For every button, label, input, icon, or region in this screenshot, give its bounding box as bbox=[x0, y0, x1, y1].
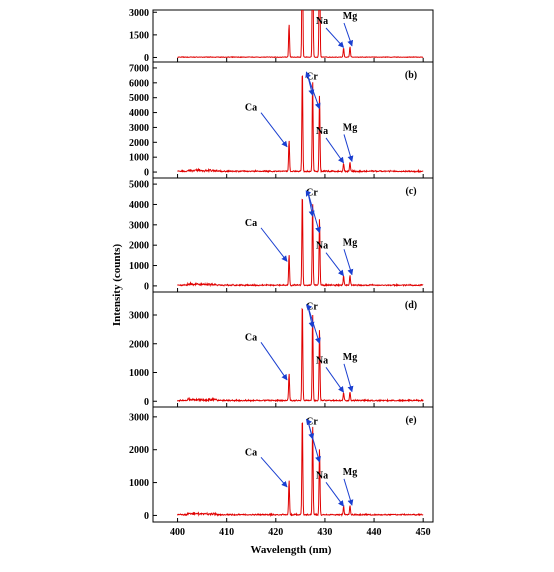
spectrum-line bbox=[177, 307, 424, 403]
y-tick-label: 3000 bbox=[129, 220, 149, 231]
y-tick-label: 0 bbox=[144, 168, 149, 179]
y-tick-label: 0 bbox=[144, 397, 149, 408]
panel-label: (e) bbox=[405, 415, 416, 426]
annotation-arrow bbox=[325, 137, 345, 164]
panel-frame bbox=[152, 291, 434, 408]
y-tick-label: 3000 bbox=[129, 412, 149, 423]
spectrum-line bbox=[177, 75, 424, 174]
annotation-arrow bbox=[307, 192, 321, 234]
y-tick-label: 5000 bbox=[129, 180, 149, 191]
annotation-cr: Cr bbox=[306, 417, 318, 428]
y-tick-label: 4000 bbox=[129, 108, 149, 119]
annotation-arrow bbox=[343, 478, 354, 506]
annotation-arrow bbox=[325, 27, 344, 48]
annotation-na: Na bbox=[316, 470, 328, 481]
annotation-cr: Cr bbox=[306, 187, 318, 198]
annotation-arrow bbox=[260, 227, 288, 262]
y-tick-label: 0 bbox=[144, 511, 149, 522]
y-tick-label: 1500 bbox=[129, 30, 149, 41]
panel-label: (c) bbox=[405, 186, 416, 197]
annotation-arrow bbox=[260, 456, 288, 488]
spectrum-panel-5: 0 1000 2000 3000 (e) Ca Cr Na Mg 400 410 420 430 440 4… bbox=[129, 406, 434, 538]
annotation-arrow bbox=[307, 421, 321, 463]
y-tick-label: 3000 bbox=[129, 8, 149, 19]
annotation-cr: Cr bbox=[306, 72, 318, 83]
y-tick-label: 2000 bbox=[129, 138, 149, 149]
x-tick-label: 410 bbox=[219, 527, 234, 538]
annotation-arrow bbox=[260, 342, 288, 381]
annotation-arrow bbox=[325, 252, 344, 277]
y-tick-label: 1000 bbox=[129, 261, 149, 272]
y-tick-label: 4000 bbox=[129, 200, 149, 211]
spectrum-line bbox=[177, 10, 424, 59]
spectrum-panel-4: 0 1000 2000 3000 (d) Ca Cr Na Mg bbox=[129, 291, 434, 408]
y-tick-label: 2000 bbox=[129, 445, 149, 456]
panel-label: (d) bbox=[405, 300, 417, 311]
y-axis-title: Intensity (counts) bbox=[111, 244, 123, 327]
annotation-mg: Mg bbox=[343, 352, 357, 363]
spectrum-line bbox=[177, 422, 424, 518]
annotation-mg: Mg bbox=[343, 122, 357, 133]
y-tick-label: 3000 bbox=[129, 123, 149, 134]
x-tick-label: 430 bbox=[317, 527, 332, 538]
spectrum-panel-2: 0 1000 2000 3000 4000 5000 6000 7000 (b) Ca Cr Na Mg bbox=[129, 61, 434, 179]
spectrum-line bbox=[177, 198, 424, 287]
spectrum-panel-3: 0 1000 2000 3000 4000 5000 (c) Ca Cr Na Mg bbox=[129, 177, 434, 293]
y-tick-label: 6000 bbox=[129, 78, 149, 89]
x-tick-label: 420 bbox=[268, 527, 283, 538]
panel-label: (b) bbox=[405, 70, 417, 81]
y-tick-label: 1000 bbox=[129, 368, 149, 379]
annotation-arrow bbox=[325, 367, 345, 393]
annotation-ca: Ca bbox=[245, 218, 257, 229]
panel-frame bbox=[152, 61, 434, 179]
annotation-mg: Mg bbox=[343, 467, 357, 478]
spectrum-panel-1: 0 1500 3000 Na Mg bbox=[129, 8, 434, 64]
annotation-arrow bbox=[305, 304, 313, 311]
annotation-cr: Cr bbox=[306, 302, 318, 313]
x-tick-label: 440 bbox=[367, 527, 382, 538]
y-tick-label: 1000 bbox=[129, 153, 149, 164]
annotation-arrow bbox=[305, 71, 311, 79]
x-axis-title: Wavelength (nm) bbox=[251, 544, 332, 556]
annotation-na: Na bbox=[316, 16, 328, 27]
annotation-arrow bbox=[343, 22, 354, 47]
annotation-na: Na bbox=[316, 355, 328, 366]
y-tick-label: 7000 bbox=[129, 63, 149, 74]
annotation-arrow bbox=[260, 112, 288, 148]
y-tick-label: 5000 bbox=[129, 93, 149, 104]
annotation-ca: Ca bbox=[245, 447, 257, 458]
annotation-arrow bbox=[325, 482, 344, 507]
annotation-mg: Mg bbox=[343, 237, 357, 248]
annotation-arrow bbox=[343, 363, 354, 393]
annotation-na: Na bbox=[316, 241, 328, 252]
annotation-arrow bbox=[307, 306, 321, 344]
x-tick-label: 400 bbox=[170, 527, 185, 538]
annotation-ca: Ca bbox=[245, 103, 257, 114]
panel-frame bbox=[152, 406, 434, 523]
annotation-arrow bbox=[343, 134, 354, 162]
y-tick-label: 0 bbox=[144, 281, 149, 292]
annotation-mg: Mg bbox=[343, 11, 357, 22]
annotation-ca: Ca bbox=[245, 332, 257, 343]
y-tick-label: 3000 bbox=[129, 311, 149, 322]
y-tick-label: 2000 bbox=[129, 339, 149, 350]
panel-frame bbox=[152, 177, 434, 293]
y-tick-label: 2000 bbox=[129, 241, 149, 252]
annotation-arrow bbox=[305, 418, 312, 426]
annotation-arrow bbox=[307, 76, 321, 110]
x-tick-label: 450 bbox=[416, 527, 431, 538]
y-tick-label: 1000 bbox=[129, 478, 149, 489]
panel-frame bbox=[152, 9, 434, 63]
annotation-arrow bbox=[343, 249, 354, 276]
y-tick-label: 0 bbox=[144, 53, 149, 64]
annotation-na: Na bbox=[316, 126, 328, 137]
